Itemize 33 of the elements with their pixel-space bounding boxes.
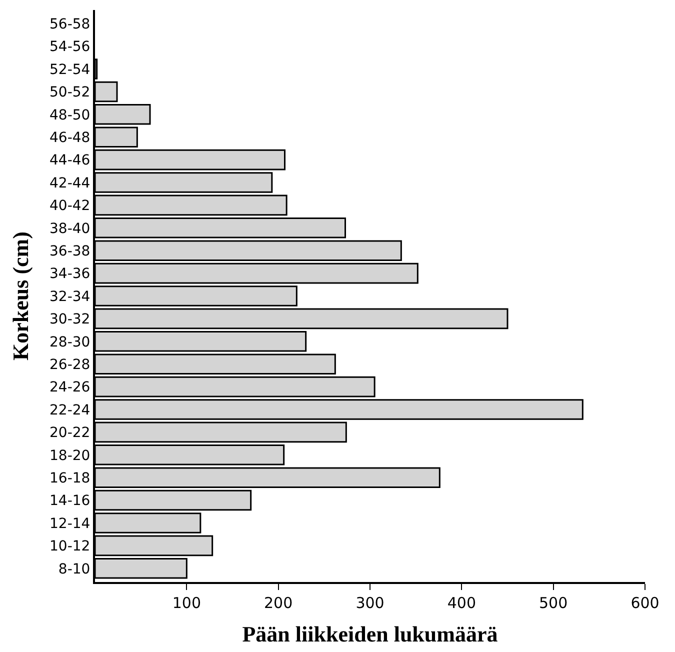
y-tick-label: 42-44	[50, 175, 90, 192]
y-tick-label: 26-28	[50, 357, 90, 373]
y-tick-label: 52-54	[50, 62, 90, 78]
x-tick-label: 300	[356, 594, 384, 612]
x-tick-label: 600	[630, 594, 660, 612]
y-tick-label: 32-34	[50, 288, 90, 305]
x-tick-label: 100	[172, 594, 201, 612]
y-tick-label: 40-42	[50, 198, 90, 214]
y-tick-label: 24-26	[50, 380, 90, 396]
y-tick-label: 38-40	[50, 220, 90, 237]
y-tick-label: 28-30	[50, 334, 90, 350]
x-tick-label: 500	[539, 594, 568, 612]
y-tick-label: 20-22	[50, 425, 90, 442]
y-tick-label: 16-18	[50, 470, 90, 486]
y-tick-label: 36-38	[50, 244, 90, 260]
x-axis-title: Pään liikkeiden lukumäärä	[242, 621, 498, 646]
y-tick-label: 18-20	[50, 448, 90, 464]
y-tick-label: 56-58	[50, 16, 90, 33]
y-tick-label: 34-36	[50, 266, 90, 282]
y-tick-label: 46-48	[50, 130, 90, 146]
y-tick-label: 10-12	[50, 538, 90, 555]
y-tick-label: 8-10	[58, 561, 90, 578]
y-tick-label: 54-56	[50, 39, 90, 56]
y-tick-label: 12-14	[50, 516, 90, 532]
y-tick-label: 50-52	[50, 84, 90, 101]
y-tick-label: 48-50	[50, 107, 90, 124]
y-tick-label: 14-16	[50, 493, 90, 510]
y-tick-label: 30-32	[50, 312, 90, 328]
y-tick-label: 44-46	[50, 152, 90, 169]
y-axis-title: Korkeus (cm)	[8, 232, 33, 360]
x-tick-label: 200	[264, 594, 293, 612]
x-tick-label: 400	[447, 594, 476, 612]
y-tick-label: 22-24	[50, 402, 90, 418]
